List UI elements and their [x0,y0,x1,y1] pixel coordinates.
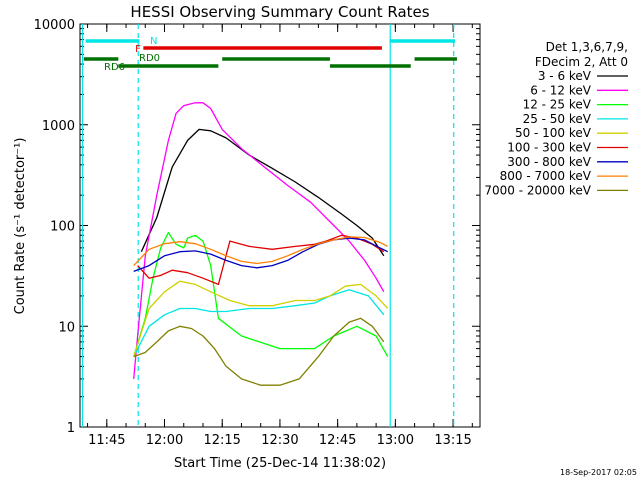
flag-label-n: N [150,36,157,47]
series-line-2 [133,231,389,357]
y-tick-label: 1000 [42,119,75,134]
x-tick-label: 13:00 [377,433,414,448]
x-tick-label: 12:30 [261,433,298,448]
legend-label: 6 - 12 keV [530,83,592,97]
x-tick-label: 12:45 [319,433,356,448]
legend-label: 12 - 25 keV [523,98,592,112]
series-line-1 [133,102,385,379]
x-tick-label: 11:45 [88,433,125,448]
night-boundaries [81,24,455,427]
legend-label: 300 - 800 keV [507,155,591,169]
axis-ticks [80,23,480,428]
legend-header-line-2: FDecim 2, Att 0 [535,55,628,69]
legend-header-line-1: Det 1,3,6,7,9, [546,40,628,54]
y-tick-label: 10 [58,320,75,335]
flag-label-f: F [135,44,141,55]
y-tick-label: 1 [67,421,75,436]
legend-label: 3 - 6 keV [538,69,592,83]
series-line-3 [133,289,385,357]
chart-title: HESSI Observing Summary Count Rates [130,3,429,21]
timestamp: 18-Sep-2017 02:05 [560,468,637,477]
plot-frame [79,23,481,428]
series-line-8 [133,317,385,386]
legend-label: 50 - 100 keV [515,126,592,140]
x-tick-labels: 11:45 12:00 12:15 12:30 12:45 13:00 13:15 [88,433,472,448]
x-tick-label: 12:00 [146,433,183,448]
series-lines [133,102,389,386]
x-tick-label: 13:15 [434,433,471,448]
y-tick-label: 100 [50,220,75,235]
legend-label: 100 - 300 keV [507,141,591,155]
y-tick-labels: 1 10 100 1000 10000 [34,18,75,436]
series-line-7 [133,236,388,267]
series-line-6 [133,237,388,273]
flag-label-rd0: RD0 [139,53,160,64]
legend-label: 7000 - 20000 keV [484,183,591,197]
legend: Det 1,3,6,7,9, FDecim 2, Att 0 3 - 6 keV… [484,40,628,197]
series-line-4 [133,280,389,357]
y-axis-label: Count Rate (s⁻¹ detector⁻¹) [13,138,28,315]
series-line-5 [137,234,385,286]
y-tick-label: 10000 [34,18,75,33]
legend-label: 25 - 50 keV [523,112,592,126]
flag-label-rd6: RD6 [104,62,125,73]
x-tick-label: 12:15 [203,433,240,448]
legend-label: 800 - 7000 keV [500,169,592,183]
x-axis-label: Start Time (25-Dec-14 11:38:02) [174,456,386,471]
